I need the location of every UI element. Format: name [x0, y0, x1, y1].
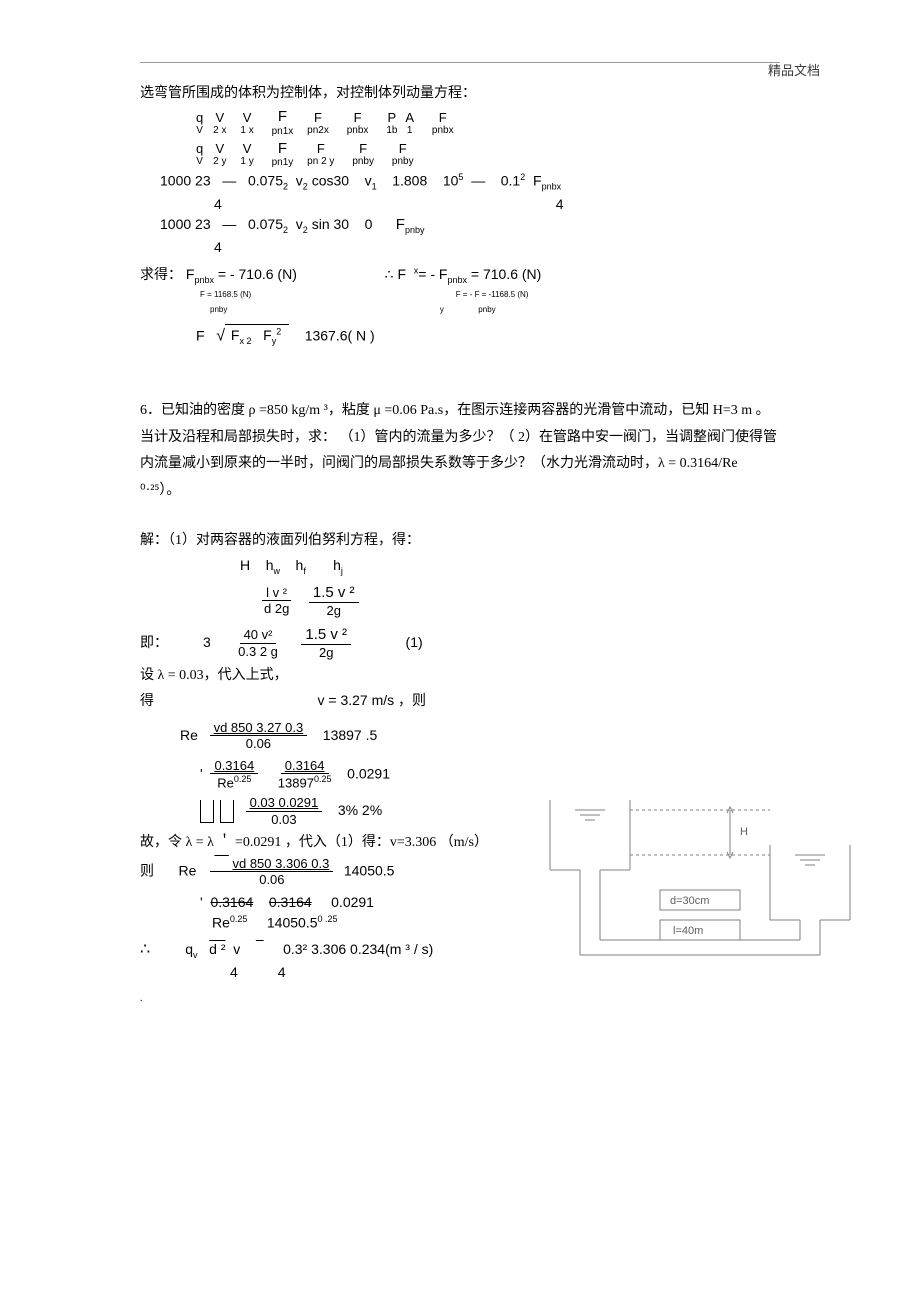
eq-num1: 1000 23 — 0.0752 v2 cos30 v1 1.808 105 —… — [160, 172, 780, 191]
s1-res-small: F = 1168.5 (N) F = - F = -1168.5 (N) — [200, 289, 780, 302]
eq-momy: qV V2 y V1 y Fpn1y Fpn 2 y Fpnby Fpnby — [196, 141, 780, 169]
eq-bern3: 即： 3 40 v²0.3 2 g 1.5 v ²2g (1) — [140, 626, 520, 661]
footer-dot: . — [140, 993, 143, 1004]
s1-res-small2: pnby y pnby — [210, 304, 780, 317]
eq-bern2: l v ²d 2g 1.5 v ²2g — [260, 584, 520, 619]
eq-final: F √ Fx 2 Fy2 1367.6( N ) — [196, 327, 780, 346]
header-label: 精品文档 — [768, 60, 820, 79]
eq-err: 0.03 0.02910.03 3% 2% — [200, 795, 520, 827]
eq-lam2b: Re0.25 14050.50 .25 — [212, 914, 520, 931]
eq-lam1: ' 0.3164 Re0.25 0.3164 138970.25 0.0291 — [200, 758, 520, 792]
s1-intro: 选弯管所围成的体积为控制体，对控制体列动量方程： — [140, 83, 780, 105]
assume: 设 λ = 0.03，代入上式， — [140, 665, 520, 687]
conc1: 故，令 λ = λ ＇ =0.0291 ，代入（1）得：v=3.306 （m/s… — [140, 832, 520, 854]
diag-l: l=40m — [673, 925, 703, 937]
eq-final2-den: 4 4 — [230, 964, 520, 980]
eq-final2: ∴ qv d ² v 0.3² 3.306 0.234(m ³ / s) — [140, 939, 520, 960]
pipe-diagram: H d=30cm l=40m — [540, 790, 860, 990]
sol-label: 解：（1）对两容器的液面列伯努利方程，得： — [140, 530, 780, 552]
assume2: 得 v = 3.27 m/s ，则 — [140, 689, 520, 713]
conc2: 则 Re vd 850 3.306 0.30.06 14050.5 — [140, 856, 520, 888]
hr-top — [140, 62, 780, 63]
eq-bern1: H hw hf hj — [240, 557, 520, 576]
eq-num2-den: 4 — [214, 239, 780, 255]
eq-re1: Re vd 850 3.27 0.30.06 13897 .5 — [180, 720, 520, 752]
eq-num1-den: 4 4 — [214, 196, 780, 212]
eq-num2: 1000 23 — 0.0752 v2 sin 30 0 Fpnby — [160, 216, 780, 235]
eq-momx: qV V2 x V1 x Fpn1x Fpn2x Fpnbx P1b A1 Fp… — [196, 109, 780, 137]
s1-res: 求得： Fpnbx = - 710.6 (N) ∴ F x= - Fpnbx =… — [140, 263, 780, 287]
diag-H: H — [740, 826, 748, 838]
q6: 6．已知油的密度 ρ =850 kg/m ³，粘度 μ =0.06 Pa.s，在… — [140, 398, 780, 504]
eq-lam2: ' 0.3164 0.3164 0.0291 — [200, 894, 520, 910]
diag-d: d=30cm — [670, 895, 709, 907]
